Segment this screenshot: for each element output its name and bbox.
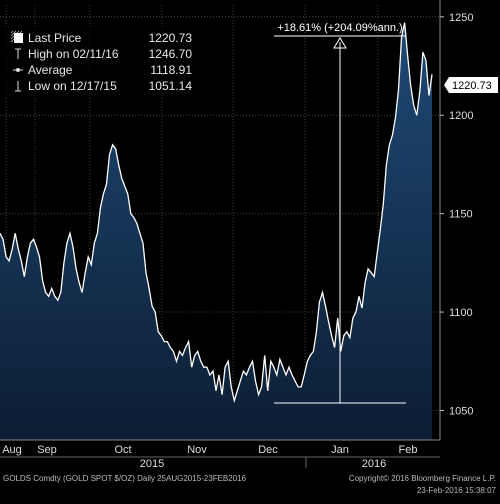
legend: Last Price 1220.73 High on 02/11/16 1246… [4, 28, 196, 96]
price-line [0, 22, 433, 404]
axis-layer: 1050 1100 1150 1200 1250 Aug Sep Oct Nov Dec Jan Fe… [0, 0, 473, 470]
y-tick-label-2: 1150 [449, 209, 473, 221]
legend-last-price-value: 1220.73 [148, 31, 192, 45]
x-tick-label-3: Nov [187, 444, 207, 456]
average-marker-icon [10, 62, 24, 78]
y-tick-label-1: 1100 [449, 307, 473, 319]
footer: GOLDS Comdty (GOLD SPOT $/OZ) Daily 25AU… [0, 469, 500, 499]
legend-average: Average 1118.91 [10, 62, 192, 78]
y-tick-label-3: 1200 [449, 110, 473, 122]
legend-average-value: 1118.91 [150, 63, 192, 77]
year-label-0: 2015 [140, 458, 164, 470]
x-tick-label-6: Feb [399, 444, 418, 456]
last-price-tag-box [444, 77, 498, 93]
footer-copyright: Copyright© 2016 Bloomberg Finance L.P. [348, 474, 496, 483]
legend-low-label: Low on 12/17/15 [28, 79, 117, 93]
price-area [0, 22, 432, 440]
high-marker-icon [10, 46, 24, 62]
legend-average-label: Average [28, 63, 73, 77]
x-tick-label-0: Aug [2, 444, 22, 456]
y-tick-label-0: 1050 [449, 405, 473, 417]
x-tick-label-1: Sep [37, 444, 57, 456]
year-label-1: 2016 [362, 458, 386, 470]
legend-high-label: High on 02/11/16 [28, 47, 119, 61]
annotation-arrow-head [333, 37, 347, 49]
last-price-tag: 1220.73 [444, 77, 498, 93]
x-tick-label-2: Oct [114, 444, 131, 456]
footer-security-info: GOLDS Comdty (GOLD SPOT $/OZ) Daily 25AU… [3, 474, 247, 483]
footer-timestamp: 23-Feb-2016 15:38:07 [416, 486, 496, 495]
legend-last-price-label: Last Price [28, 31, 82, 45]
x-tick-label-4: Dec [258, 444, 278, 456]
low-marker-icon [10, 78, 24, 94]
annotation-layer: +18.61% (+204.09%ann.) [274, 22, 406, 404]
legend-high-value: 1246.70 [148, 47, 192, 61]
x-tick-label-5: Jan [331, 444, 349, 456]
annotation-label: +18.61% (+204.09%ann.) [277, 22, 402, 34]
legend-last-price: Last Price 1220.73 [10, 30, 192, 46]
legend-high: High on 02/11/16 1246.70 [10, 46, 192, 62]
y-tick-label-4: 1250 [449, 12, 473, 24]
last-price-tag-value: 1220.73 [452, 80, 492, 92]
legend-low-value: 1051.14 [148, 79, 192, 93]
legend-low: Low on 12/17/15 1051.14 [10, 78, 192, 94]
last-price-swatch-icon [10, 30, 24, 46]
